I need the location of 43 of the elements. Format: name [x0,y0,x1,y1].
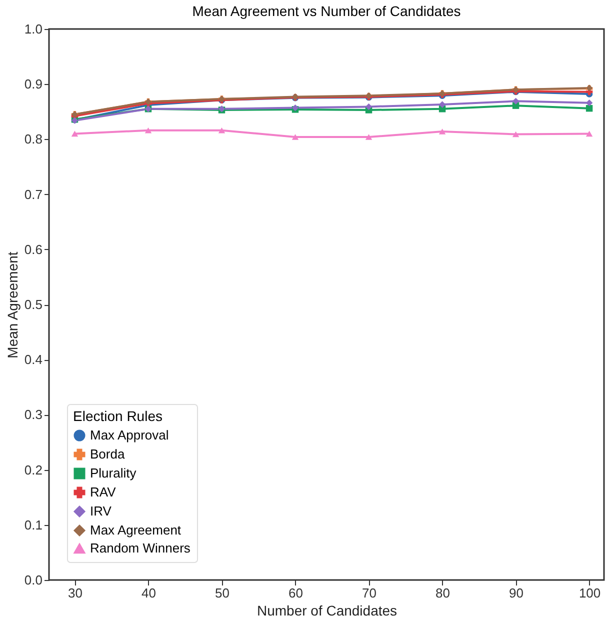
point [365,103,372,110]
point [71,130,78,137]
point [438,101,446,108]
y-tick-label: 0.7 [24,186,42,202]
x-tick-label: 80 [436,586,450,600]
y-tick-label: 0.9 [24,76,42,92]
y-tick-label: 0.2 [24,462,42,478]
x-tick-label: 90 [509,586,524,600]
y-tick-label: 1.0 [24,22,42,36]
y-tick-label: 0.4 [24,352,42,368]
x-tick-label: 40 [142,586,156,600]
legend-label: Borda [90,446,126,462]
point [292,134,299,140]
chart-title: Mean Agreement vs Number of Candidates [192,3,461,19]
point [512,98,520,105]
legend-label: Random Winners [90,540,191,556]
legend-label: Plurality [90,466,137,480]
point [586,99,593,106]
point [365,134,372,140]
x-axis-title: Number of Candidates [256,602,398,618]
x-tick-label: 30 [68,586,82,600]
point [144,127,152,134]
legend-label: IRV [90,504,112,518]
legend-label: RAV [90,484,116,500]
x-tick-label: 70 [362,586,377,600]
y-axis-title: Mean Agreement [4,252,20,358]
x-tick-label: 100 [578,586,601,600]
y-tick-label: 0.1 [24,517,42,532]
y-tick-label: 0.5 [24,297,42,312]
y-tick-label: 0.3 [24,407,42,422]
point [438,128,446,134]
legend-label: Max Approval [90,428,169,442]
legend-label: Max Agreement [90,522,182,538]
legend-title: Election Rules [73,408,162,424]
point [586,130,593,137]
x-tick-label: 60 [288,586,303,600]
point [218,127,226,134]
y-tick-label: 0.0 [24,572,42,588]
point [512,131,520,138]
y-tick-label: 0.8 [24,132,42,147]
x-tick-label: 50 [215,586,230,600]
y-tick-label: 0.6 [24,242,42,257]
point [586,104,593,112]
